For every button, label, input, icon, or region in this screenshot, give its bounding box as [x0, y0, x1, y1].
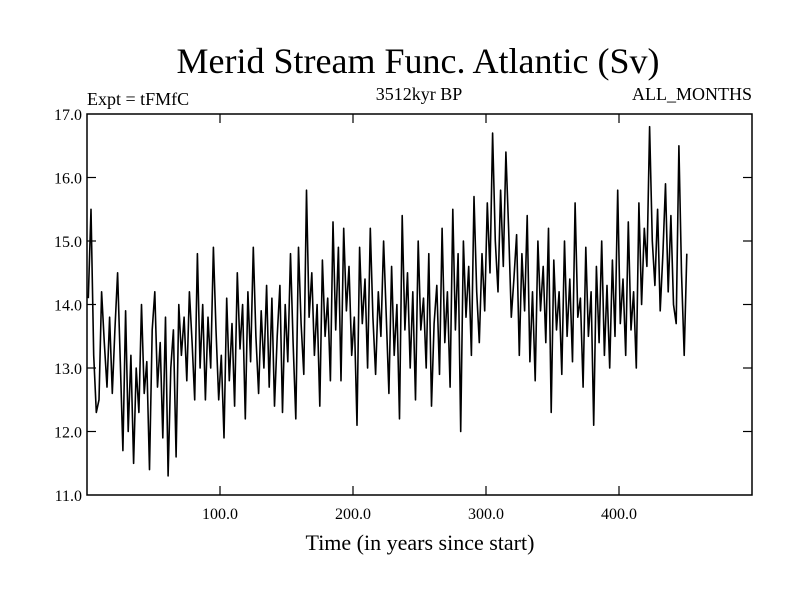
experiment-note: Expt = tFMfC — [87, 89, 189, 109]
y-tick-label: 15.0 — [54, 234, 82, 251]
x-tick-label: 300.0 — [468, 506, 504, 523]
series-line — [87, 125, 688, 477]
x-axis-label: Time (in years since start) — [306, 530, 535, 555]
x-tick-label: 400.0 — [601, 506, 637, 523]
plot-frame — [86, 113, 753, 496]
period-subtitle: 3512kyr BP — [376, 84, 463, 104]
x-tick-label: 100.0 — [202, 506, 238, 523]
y-tick-label: 17.0 — [54, 107, 82, 124]
y-tick-label: 11.0 — [55, 488, 82, 505]
y-tick-label: 12.0 — [54, 425, 82, 442]
x-axis: 100.0 200.0 300.0 400.0 — [202, 114, 637, 523]
y-tick-label: 14.0 — [54, 298, 82, 315]
months-note: ALL_MONTHS — [632, 84, 752, 104]
y-axis: 11.0 12.0 13.0 14.0 15.0 16.0 17.0 — [54, 107, 752, 505]
y-tick-label: 16.0 — [54, 171, 82, 188]
chart-title: Merid Stream Func. Atlantic (Sv) — [177, 41, 660, 81]
x-tick-label: 200.0 — [335, 506, 371, 523]
y-tick-label: 13.0 — [54, 361, 82, 378]
